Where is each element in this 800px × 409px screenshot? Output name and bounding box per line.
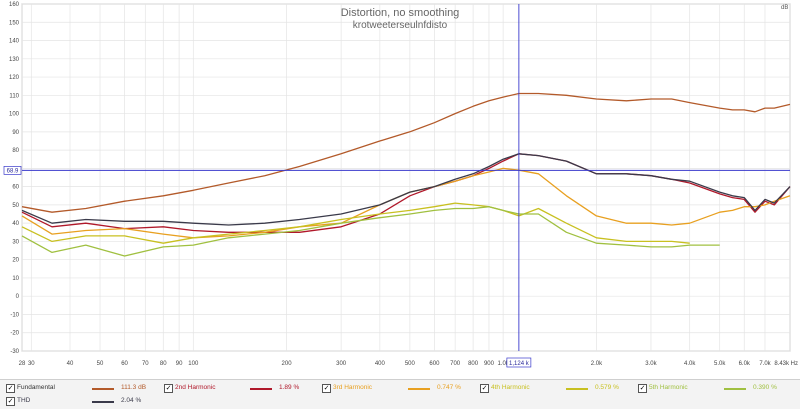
y-tick-labels: 1601501401301201101009080706050403020100… (9, 2, 20, 355)
legend-swatch (408, 388, 430, 390)
series-line-thd (21, 153, 791, 226)
legend-value: 2.04 % (121, 397, 142, 404)
y-tick-label: 0 (16, 294, 20, 300)
y-tick-label: -30 (10, 349, 19, 355)
x-tick-label: 2.0k (591, 361, 603, 367)
plot-grid (21, 3, 791, 352)
legend-swatch (92, 388, 114, 390)
x-tick-label: 8.43k Hz (774, 361, 798, 367)
x-tick-label: 80 (160, 361, 167, 367)
legend-value: 0.747 % (437, 384, 461, 391)
x-tick-label: 700 (450, 361, 461, 367)
x-tick-labels: 28 30 40 50 60 70 80 90 100 200 300 400 500 600 700 800… (19, 361, 798, 367)
x-tick-label: 4.0k (684, 361, 696, 367)
legend-label: 3rd Harmonic (333, 384, 373, 391)
x-tick-label: 30 (28, 361, 35, 367)
legend-swatch (250, 388, 272, 390)
y-tick-label: 140 (9, 39, 20, 45)
y-tick-label: 130 (9, 57, 20, 63)
y-tick-label: 10 (12, 276, 19, 282)
legend-label: 2nd Harmonic (175, 384, 216, 391)
y-tick-label: 90 (12, 130, 19, 136)
cursor-crosshair[interactable]: 68.9 1,124 k (3, 4, 790, 368)
legend-value: 1.89 % (279, 384, 300, 391)
legend-checkbox-thd[interactable]: ✓ (6, 397, 15, 406)
x-tick-label: 7.0k (759, 361, 771, 367)
x-tick-label: 90 (176, 361, 183, 367)
x-tick-label: 60 (121, 361, 128, 367)
x-tick-label: 70 (142, 361, 149, 367)
chart-subtitle: krotweeterseulnfdisto (353, 20, 448, 31)
x-tick-label: 5.0k (714, 361, 726, 367)
x-tick-label: 28 (19, 361, 26, 367)
legend-checkbox-4th-harmonic[interactable]: ✓ (480, 384, 489, 393)
x-tick-label: 40 (67, 361, 74, 367)
x-tick-label: 3.0k (645, 361, 657, 367)
legend-value: 0.579 % (595, 384, 619, 391)
series-line-5th-harmonic (21, 206, 720, 257)
chart-title: Distortion, no smoothing (341, 7, 460, 19)
y-tick-label: 110 (9, 93, 19, 99)
legend-swatch (724, 388, 746, 390)
series-line-fundamental (21, 92, 791, 213)
y-tick-label: 60 (12, 185, 19, 191)
legend-label: THD (17, 397, 31, 404)
cursor-y-readout: 68.9 (7, 168, 19, 174)
x-tick-label: 400 (375, 361, 386, 367)
x-tick-label: 300 (336, 361, 347, 367)
legend-checkbox-5th-harmonic[interactable]: ✓ (638, 384, 647, 393)
y-axis-unit: dB (781, 5, 788, 11)
distortion-plot[interactable]: 1601501401301201101009080706050403020100… (0, 0, 800, 379)
x-tick-label: 900 (484, 361, 495, 367)
y-tick-label: 30 (12, 239, 19, 245)
x-tick-label: 100 (188, 361, 199, 367)
x-tick-label: 600 (429, 361, 440, 367)
y-tick-label: -20 (10, 331, 19, 337)
y-tick-label: 40 (12, 221, 19, 227)
y-tick-label: -10 (10, 312, 19, 318)
legend-label: Fundamental (17, 384, 55, 391)
legend-swatch (92, 401, 114, 403)
x-tick-label: 200 (282, 361, 293, 367)
y-tick-label: 50 (12, 203, 19, 209)
plot-area (21, 3, 791, 352)
legend-label: 5th Harmonic (649, 384, 688, 391)
x-tick-label: 1.0k (497, 361, 509, 367)
legend-checkbox-fundamental[interactable]: ✓ (6, 384, 15, 393)
series-line-4th-harmonic (21, 202, 690, 244)
y-tick-label: 160 (9, 2, 20, 8)
y-tick-label: 120 (9, 75, 20, 81)
x-tick-label: 500 (405, 361, 416, 367)
legend-bar: ✓ Fundamental 111.3 dB ✓ 2nd Harmonic 1.89 % ✓… (0, 379, 800, 409)
legend-checkbox-3rd-harmonic[interactable]: ✓ (322, 384, 331, 393)
y-tick-label: 20 (12, 258, 19, 264)
x-tick-label: 6.0k (739, 361, 751, 367)
series-line-2nd-harmonic (21, 153, 791, 233)
legend-checkbox-2nd-harmonic[interactable]: ✓ (164, 384, 173, 393)
legend-label: 4th Harmonic (491, 384, 530, 391)
x-tick-label: 50 (97, 361, 104, 367)
cursor-x-readout-box (506, 357, 532, 368)
y-tick-label: 80 (12, 148, 19, 154)
legend-swatch (566, 388, 588, 390)
legend-value: 0.390 % (753, 384, 777, 391)
cursor-y-readout-box (3, 166, 22, 175)
y-tick-label: 150 (9, 20, 20, 26)
x-tick-label: 800 (468, 361, 479, 367)
legend-value: 111.3 dB (121, 384, 147, 391)
y-tick-label: 100 (9, 112, 20, 118)
cursor-x-readout: 1,124 k (509, 361, 530, 367)
